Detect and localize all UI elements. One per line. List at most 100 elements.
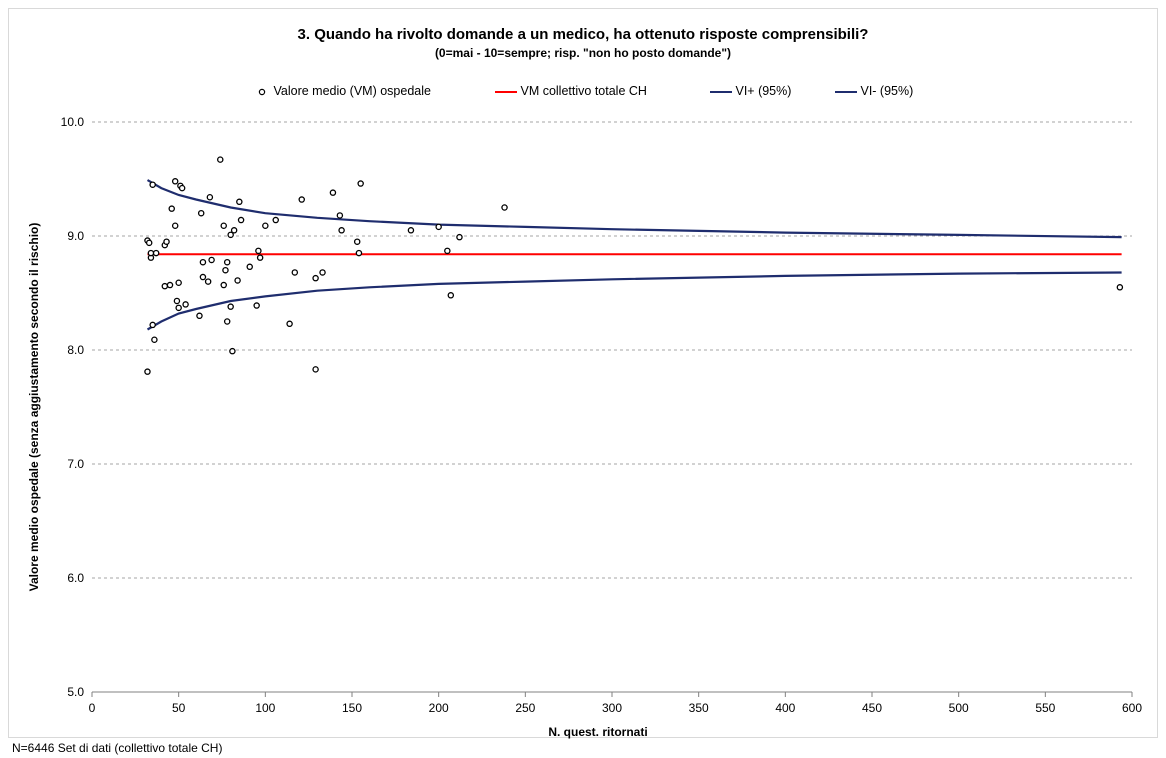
legend-line-red-icon xyxy=(495,90,517,93)
data-points xyxy=(144,156,1124,375)
y-tick-label: 6.0 xyxy=(67,571,84,585)
data-point xyxy=(255,247,262,255)
x-tick-label: 400 xyxy=(775,701,795,715)
legend-item-vi-minus: VI- (95%) xyxy=(835,84,913,98)
data-point xyxy=(353,238,361,245)
data-point xyxy=(355,249,363,257)
chart-frame xyxy=(8,8,1158,738)
data-point xyxy=(357,180,364,187)
y-tick-label: 10.0 xyxy=(61,115,85,129)
legend-label: VI+ (95%) xyxy=(735,84,792,98)
data-point xyxy=(312,274,319,282)
data-point xyxy=(246,263,253,271)
data-point xyxy=(456,233,463,241)
x-tick-label: 200 xyxy=(429,701,449,715)
x-tick-label: 100 xyxy=(255,701,275,715)
chart-title: 3. Quando ha rivolto domande a un medico… xyxy=(297,26,869,43)
data-point xyxy=(175,304,182,312)
data-point xyxy=(199,258,207,266)
data-point xyxy=(171,178,179,185)
x-axis-label: N. quest. ritornati xyxy=(548,725,647,739)
data-point xyxy=(168,205,175,212)
data-point xyxy=(236,198,243,206)
data-point xyxy=(161,282,169,290)
y-tick-label: 7.0 xyxy=(67,457,84,471)
data-point xyxy=(149,321,156,329)
data-point xyxy=(319,269,326,276)
footnote: N=6446 Set di dati (collettivo totale CH… xyxy=(12,741,223,755)
data-point xyxy=(262,222,269,229)
vi-plus-curve xyxy=(146,179,1122,239)
data-point xyxy=(208,256,215,264)
legend-label: VI- (95%) xyxy=(860,84,914,98)
data-point xyxy=(1116,284,1124,291)
legend-line-navy-icon xyxy=(710,90,732,93)
data-point xyxy=(329,189,337,196)
chart-subtitle: (0=mai - 10=sempre; risp. "non ho posto … xyxy=(434,46,732,60)
data-point xyxy=(149,181,156,188)
legend-item-vi-plus: VI+ (95%) xyxy=(710,84,791,98)
data-point xyxy=(163,238,170,245)
data-point xyxy=(199,273,207,281)
data-point xyxy=(435,223,442,231)
x-tick-label: 0 xyxy=(89,701,96,715)
data-point xyxy=(217,156,224,163)
data-point xyxy=(291,269,299,276)
data-point xyxy=(447,292,455,299)
data-point xyxy=(286,320,293,328)
data-point xyxy=(197,209,205,217)
data-point xyxy=(272,216,279,224)
data-point xyxy=(256,254,264,261)
data-point xyxy=(227,303,234,310)
data-point xyxy=(253,302,260,309)
data-point xyxy=(220,222,227,229)
data-point xyxy=(407,227,415,234)
data-point xyxy=(152,249,160,257)
data-point xyxy=(206,193,214,201)
x-tick-label: 500 xyxy=(949,701,969,715)
legend-label: VM collettivo totale CH xyxy=(520,84,647,98)
data-point xyxy=(298,196,305,203)
data-point xyxy=(173,297,181,305)
data-point xyxy=(227,231,234,239)
x-tick-label: 50 xyxy=(172,701,186,715)
data-point xyxy=(204,278,212,285)
data-point xyxy=(237,216,245,224)
data-point xyxy=(182,301,189,308)
x-tick-label: 450 xyxy=(862,701,882,715)
x-tick-label: 600 xyxy=(1122,701,1142,715)
gridlines xyxy=(92,121,1132,579)
data-point xyxy=(171,222,179,229)
legend-label: Valore medio (VM) ospedale xyxy=(273,84,431,98)
data-point xyxy=(166,281,174,289)
data-point xyxy=(144,368,151,375)
data-point xyxy=(444,247,451,255)
x-tick-label: 150 xyxy=(342,701,362,715)
x-tick-label: 550 xyxy=(1035,701,1055,715)
y-tick-label: 5.0 xyxy=(67,685,84,699)
data-point xyxy=(145,239,153,247)
y-tick-label: 8.0 xyxy=(67,343,84,357)
data-point xyxy=(151,336,158,343)
axes: 5.0 6.0 7.0 8.0 9.0 10.0 0 50 100 150 200 250 300 350… xyxy=(61,115,1143,715)
vi-minus-curve xyxy=(146,271,1122,331)
data-point xyxy=(229,347,236,355)
legend-item-hospital-mean: Valore medio (VM) ospedale xyxy=(254,84,431,98)
x-tick-label: 250 xyxy=(515,701,535,715)
legend-item-ch-mean: VM collettivo totale CH xyxy=(495,84,647,98)
data-point xyxy=(178,184,186,192)
data-point xyxy=(175,279,182,286)
data-point xyxy=(220,281,227,289)
data-point xyxy=(336,212,344,219)
data-point xyxy=(147,249,155,257)
data-point xyxy=(234,277,241,284)
x-tick-label: 300 xyxy=(602,701,622,715)
x-tick-label: 350 xyxy=(689,701,709,715)
data-point xyxy=(230,227,238,234)
y-axis-label: Valore medio ospedale (senza aggiustamen… xyxy=(27,223,41,592)
data-point xyxy=(196,312,203,320)
data-point xyxy=(223,258,231,266)
data-point xyxy=(312,366,319,373)
data-point xyxy=(222,266,229,274)
